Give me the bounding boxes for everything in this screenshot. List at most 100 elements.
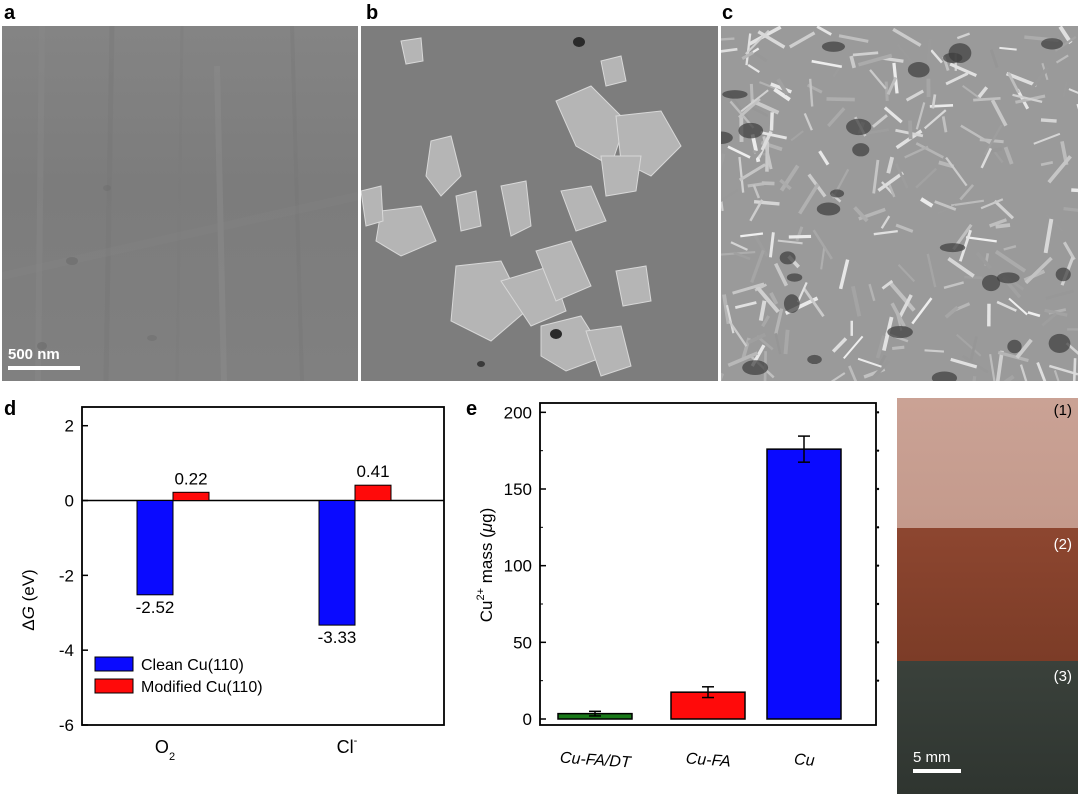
chart-d-bar — [136, 500, 174, 596]
sem-flake — [1040, 118, 1057, 123]
sem-flake — [777, 239, 803, 245]
chart-d: 2 0 -2 -4 -6 -2.52 -3.33 0.22 0.41 O2 Cl- Clean … — [19, 406, 445, 763]
sem-pore — [1048, 333, 1071, 353]
sem-flake — [996, 300, 1017, 312]
sem-flake — [887, 182, 896, 198]
sem-flake — [949, 62, 977, 78]
sem-flake — [760, 131, 787, 140]
chart-e-error-bar — [798, 435, 810, 463]
sem-flake — [931, 94, 937, 109]
sem-flake — [895, 223, 914, 233]
sem-flake — [851, 285, 862, 317]
sem-flake — [768, 232, 775, 258]
sem-flake — [993, 199, 1015, 220]
chart-e: 0 50 100 150 200 Cu-FA/DT Cu-FA Cu Cu2+ mass (… — [475, 402, 880, 772]
sem-flake — [1029, 66, 1050, 92]
sem-flake — [920, 197, 934, 208]
sem-flake — [983, 124, 1003, 156]
sem-flake — [1041, 312, 1058, 327]
sem-flake — [852, 51, 879, 57]
sem-flake — [875, 335, 886, 359]
sem-flake — [961, 354, 989, 374]
sem-pore — [807, 354, 822, 365]
sem-flake — [741, 51, 755, 60]
sem-flake — [890, 302, 906, 328]
sem-flake — [950, 357, 978, 369]
sem-flake — [752, 184, 761, 199]
sem-flake — [1054, 35, 1077, 52]
sem-flake — [1071, 188, 1078, 193]
panel-label-b: b — [366, 2, 379, 24]
sem-flake — [820, 245, 826, 270]
sem-flake — [1053, 370, 1060, 381]
sem-flake — [896, 43, 914, 64]
sem-flake — [727, 145, 751, 159]
sem-flake — [779, 164, 800, 192]
sem-flake — [721, 188, 739, 202]
sem-flake — [826, 97, 855, 102]
sem-flake — [930, 49, 943, 64]
sem-flake — [728, 320, 748, 347]
sem-flake — [732, 282, 765, 295]
sem-flake — [843, 335, 864, 360]
sem-flake — [941, 116, 948, 133]
sem-flake — [747, 332, 767, 345]
sem-flake — [925, 38, 932, 71]
photo-label-2: (2) — [1053, 536, 1072, 553]
sem-flake — [740, 89, 769, 113]
sem-flake — [857, 357, 882, 368]
sem-flake — [857, 53, 893, 67]
sem-flake — [830, 372, 846, 381]
sem-flake — [995, 223, 1011, 229]
photo-strip-f: (1) (2) (3) 5 mm — [897, 398, 1078, 794]
sem-flake — [738, 97, 761, 119]
sem-pore — [721, 131, 733, 144]
sem-pore — [1007, 339, 1022, 354]
sem-flake — [725, 304, 735, 334]
chart-d-xcat-label: Cl- — [337, 735, 358, 757]
sem-flake — [848, 365, 858, 381]
sem-flake — [1008, 297, 1028, 316]
sem-flake — [838, 259, 850, 290]
sem-flake — [761, 315, 771, 328]
sem-pore — [931, 371, 958, 381]
sem-flake — [740, 232, 764, 238]
photo-sample-1 — [897, 398, 1078, 528]
sem-flake — [783, 329, 790, 355]
sem-flake — [992, 149, 1004, 164]
sem-image-b — [361, 26, 718, 381]
sem-pore — [1055, 267, 1071, 282]
sem-pore — [1041, 38, 1063, 50]
sem-flake — [1036, 362, 1047, 381]
sem-flake — [1062, 81, 1069, 98]
chart-d-data-label: -2.52 — [136, 598, 175, 617]
sem-flake — [924, 349, 944, 353]
sem-pore — [816, 202, 841, 216]
sem-flake — [883, 106, 903, 124]
sem-pore — [783, 294, 800, 314]
sem-flake — [750, 133, 761, 163]
sem-flake — [827, 107, 846, 128]
sem-flake — [1055, 54, 1069, 64]
chart-e-ylabel: Cu2+ mass (μg) — [475, 508, 496, 622]
sem-flake — [990, 99, 1008, 127]
sem-pore — [852, 143, 870, 157]
sem-scale-bar-label: 500 nm — [8, 346, 60, 363]
sem-flake — [818, 150, 830, 166]
sem-flake — [905, 89, 924, 102]
sem-flake — [895, 163, 909, 189]
sem-flake — [943, 281, 964, 289]
sem-flake — [886, 156, 895, 174]
sem-flake — [1044, 308, 1068, 317]
sem-flake — [997, 350, 1029, 363]
chart-e-frame — [539, 402, 877, 726]
chart-e-ytick-label: 50 — [513, 633, 532, 652]
sem-flake — [753, 234, 769, 257]
chart-e-ytick-label: 200 — [504, 403, 532, 422]
sem-flake — [721, 37, 735, 41]
sem-flake — [754, 284, 780, 314]
sem-flake — [1003, 146, 1014, 165]
sem-flake — [908, 120, 913, 140]
sem-pore — [738, 122, 764, 139]
photo-scale-bar — [913, 769, 961, 773]
